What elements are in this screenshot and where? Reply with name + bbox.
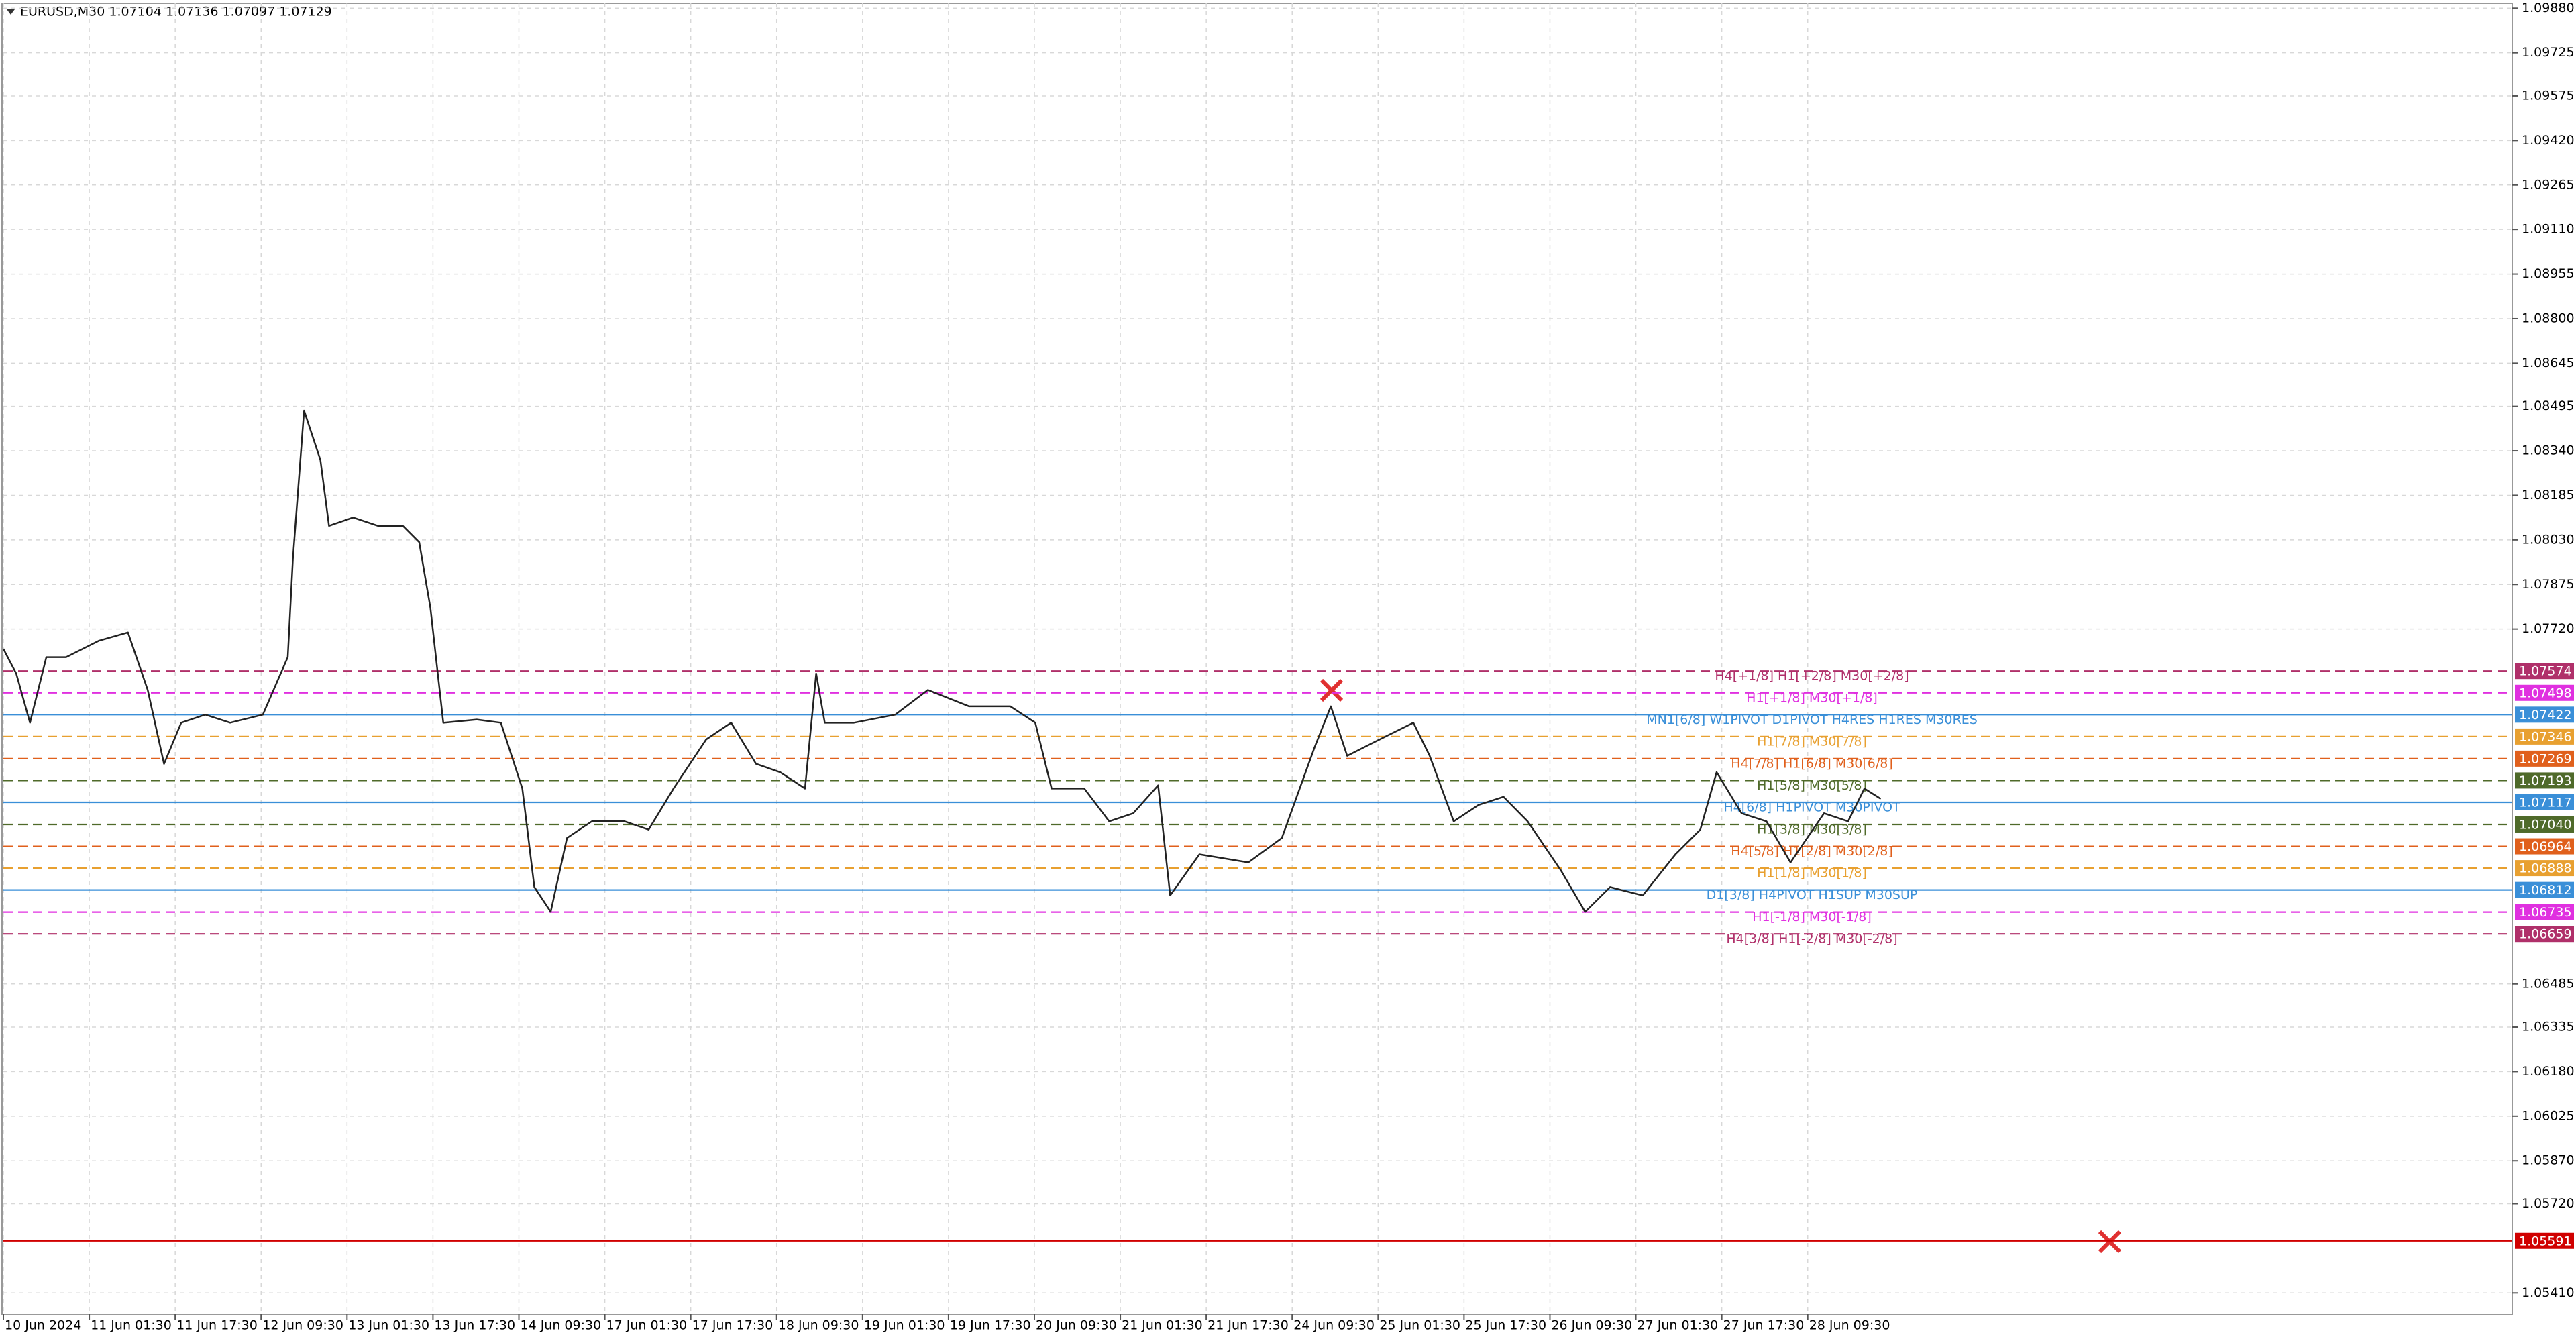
level-price-label: 1.07574: [2519, 664, 2572, 679]
level-label: D1[3/8] H4PIVOT H1SUP M30SUP: [1707, 888, 1918, 902]
level-label: H4[5/8] H1[2/8] M30[2/8]: [1731, 844, 1893, 859]
level-label: H1[3/8] M30[3/8]: [1757, 822, 1867, 837]
level-price-box: [2515, 926, 2574, 943]
y-tick-label: 1.08800: [2522, 311, 2575, 325]
level-label: H4[6/8] H1PIVOT M30PIVOT: [1723, 800, 1900, 814]
level-label: H1[-1/8] M30[-1/8]: [1752, 910, 1872, 924]
level-price-label: 1.07040: [2519, 817, 2572, 832]
plot-frame: [1, 3, 2513, 1315]
header-arrow: [7, 9, 15, 15]
level-price-label: 1.07346: [2519, 729, 2572, 744]
level-price-box: [2515, 728, 2574, 745]
x-tick-label: 21 Jun 01:30: [1122, 1318, 1203, 1333]
level-price-label: 1.05591: [2519, 1234, 2572, 1248]
y-tick-label: 1.07875: [2522, 577, 2575, 592]
y-tick-label: 1.07720: [2522, 621, 2575, 636]
x-tick-label: 10 Jun 2024: [5, 1318, 81, 1333]
x-tick-label: 18 Jun 09:30: [778, 1318, 859, 1333]
level-label: MN1[6/8] W1PIVOT D1PIVOT H4RES H1RES M30…: [1646, 712, 1978, 727]
x-tick-label: 24 Jun 09:30: [1293, 1318, 1375, 1333]
x-tick-label: 17 Jun 01:30: [606, 1318, 688, 1333]
level-price-box: [2515, 816, 2574, 833]
x-tick-label: 19 Jun 17:30: [950, 1318, 1031, 1333]
y-tick-label: 1.05720: [2522, 1196, 2575, 1211]
level-price-label: 1.07498: [2519, 686, 2572, 700]
x-tick-label: 13 Jun 17:30: [434, 1318, 515, 1333]
level-price-box: [2515, 881, 2574, 898]
y-tick-label: 1.05410: [2522, 1285, 2575, 1300]
y-tick-label: 1.08185: [2522, 488, 2575, 502]
level-price-label: 1.06735: [2519, 905, 2572, 920]
level-label: H1[7/8] M30[7/8]: [1757, 734, 1867, 749]
x-tick-label: 13 Jun 01:30: [348, 1318, 429, 1333]
red-cross: [1320, 678, 1344, 702]
x-tick-label: 20 Jun 09:30: [1036, 1318, 1117, 1333]
header: EURUSD,M30 1.07104 1.07136 1.07097 1.071…: [20, 5, 332, 19]
level-label: H4[7/8] H1[6/8] M30[6/8]: [1731, 756, 1893, 771]
y-tick-label: 1.09575: [2522, 88, 2575, 103]
x-tick-label: 26 Jun 09:30: [1551, 1318, 1632, 1333]
level-label: H1[1/8] M30[1/8]: [1757, 866, 1867, 881]
level-price-box: [2515, 706, 2574, 723]
x-tick-label: 11 Jun 01:30: [91, 1318, 172, 1333]
level-price-label: 1.06659: [2519, 927, 2572, 942]
price-line: [2, 409, 1882, 913]
x-tick-label: 12 Jun 09:30: [262, 1318, 343, 1333]
level-label: H1[+1/8] M30[+1/8]: [1746, 690, 1878, 705]
x-tick-label: 11 Jun 17:30: [176, 1318, 258, 1333]
x-tick-label: 17 Jun 17:30: [692, 1318, 773, 1333]
level-price-box: [2515, 684, 2574, 701]
y-tick-label: 1.08030: [2522, 532, 2575, 547]
y-tick-label: 1.09880: [2522, 1, 2575, 15]
y-tick-label: 1.09265: [2522, 177, 2575, 192]
level-price-label: 1.06812: [2519, 883, 2572, 898]
y-tick-label: 1.06180: [2522, 1064, 2575, 1079]
x-tick-label: 25 Jun 01:30: [1379, 1318, 1460, 1333]
y-tick-label: 1.06025: [2522, 1108, 2575, 1123]
level-price-label: 1.06888: [2519, 861, 2572, 876]
x-tick-label: 19 Jun 01:30: [864, 1318, 945, 1333]
level-price-box: [2515, 663, 2574, 680]
level-price-box: [2515, 1232, 2574, 1249]
level-label: H4[+1/8] H1[+2/8] M30[+2/8]: [1715, 669, 1909, 684]
y-tick-label: 1.08495: [2522, 398, 2575, 413]
x-tick-label: 27 Jun 01:30: [1638, 1318, 1719, 1333]
y-tick-label: 1.08645: [2522, 356, 2575, 370]
y-tick-label: 1.06335: [2522, 1020, 2575, 1034]
x-tick-label: 28 Jun 09:30: [1809, 1318, 1890, 1333]
y-tick-label: 1.08955: [2522, 266, 2575, 281]
x-tick-label: 25 Jun 17:30: [1465, 1318, 1546, 1333]
y-tick-label: 1.06485: [2522, 976, 2575, 991]
level-label: H1[5/8] M30[5/8]: [1757, 778, 1867, 793]
level-price-label: 1.07117: [2519, 795, 2572, 810]
y-tick-label: 1.09420: [2522, 133, 2575, 148]
red-cross: [2098, 1230, 2122, 1254]
level-label: H4[3/8] H1[-2/8] M30[-2/8]: [1726, 932, 1897, 947]
level-price-label: 1.07422: [2519, 708, 2572, 722]
level-price-label: 1.07269: [2519, 751, 2572, 766]
level-price-label: 1.06964: [2519, 839, 2572, 854]
x-tick-label: 14 Jun 09:30: [520, 1318, 601, 1333]
x-tick-label: 21 Jun 17:30: [1208, 1318, 1289, 1333]
y-tick-label: 1.09725: [2522, 45, 2575, 60]
level-price-label: 1.07193: [2519, 773, 2572, 788]
level-price-box: [2515, 838, 2574, 855]
level-price-box: [2515, 750, 2574, 767]
level-price-box: [2515, 794, 2574, 810]
y-tick-label: 1.09110: [2522, 222, 2575, 237]
y-tick-label: 1.05870: [2522, 1153, 2575, 1168]
level-price-box: [2515, 772, 2574, 789]
x-tick-label: 27 Jun 17:30: [1723, 1318, 1805, 1333]
y-tick-label: 1.08340: [2522, 443, 2575, 458]
level-price-box: [2515, 904, 2574, 920]
level-price-box: [2515, 860, 2574, 877]
